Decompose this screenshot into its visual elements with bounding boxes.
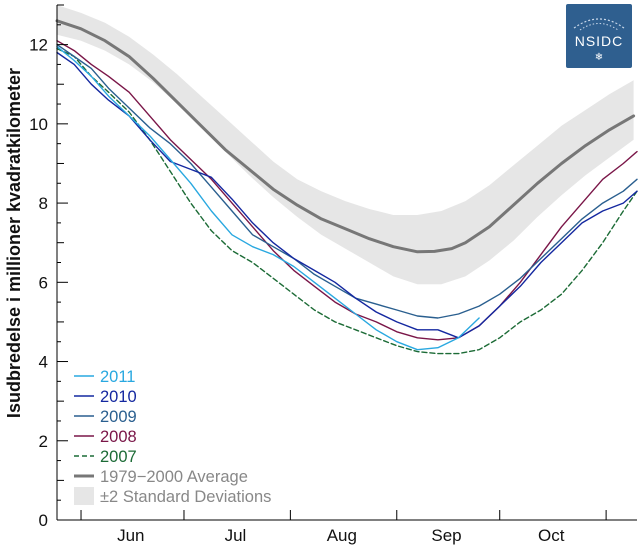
x-ticks: Jun Jul Aug Sep Oct [80, 510, 607, 545]
legend-label: ±2 Standard Deviations [100, 488, 271, 506]
std-deviation-band [57, 5, 634, 285]
y-axis-label: Isudbredelse i millioner kvadratkilomete… [4, 68, 24, 418]
legend-label: 2010 [100, 388, 137, 406]
x-tick-label: Jul [225, 526, 247, 545]
legend-swatch-band [74, 487, 94, 505]
x-tick-label: Aug [327, 526, 357, 545]
x-tick-label: Oct [538, 526, 565, 545]
series-line-2011 [56, 45, 480, 351]
logo-background [566, 4, 632, 68]
y-tick-label: 2 [39, 432, 48, 451]
legend-label: 2007 [100, 448, 137, 466]
std-band-layer [57, 5, 634, 285]
y-tick-label: 12 [29, 36, 48, 55]
series-line-2009 [56, 43, 638, 319]
logo-arc-inner [579, 23, 619, 31]
x-tick-label: Sep [431, 526, 461, 545]
average-line-layer [55, 19, 636, 254]
y-tick-label: 0 [39, 511, 48, 530]
axes [56, 5, 637, 521]
x-tick-label: Jun [117, 526, 144, 545]
y-tick-label: 4 [39, 353, 48, 372]
y-tick-label: 8 [39, 194, 48, 213]
legend: 2011 2010 2009 2008 2007 1979−2000 Average ±2 … [74, 368, 271, 506]
series-line-2007 [56, 47, 638, 355]
series-line-average [55, 19, 636, 254]
y-tick-label: 6 [39, 273, 48, 292]
logo-text: NSIDC [575, 33, 624, 49]
logo-arc [573, 18, 625, 29]
legend-label: 2009 [100, 408, 137, 426]
nsidc-logo: NSIDC ❄ [566, 4, 632, 68]
legend-label: 2008 [100, 428, 137, 446]
legend-label: 1979−2000 Average [100, 468, 248, 486]
series-line-2008 [56, 40, 638, 341]
series-layer [56, 40, 638, 355]
y-ticks: 0 2 4 6 8 10 12 [29, 4, 68, 530]
legend-label: 2011 [100, 368, 135, 386]
snowflake-icon: ❄ [595, 52, 603, 63]
y-tick-label: 10 [29, 115, 48, 134]
series-line-2010 [56, 51, 638, 339]
